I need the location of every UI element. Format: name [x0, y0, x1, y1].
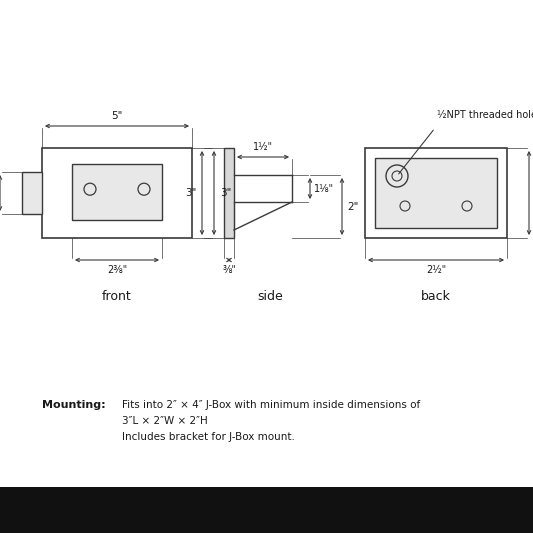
Text: 3": 3"	[220, 188, 231, 198]
Bar	[42, 148, 192, 238]
Text: 2⅜": 2⅜"	[107, 265, 127, 275]
Bar	[22, 172, 42, 214]
Text: 2½": 2½"	[426, 265, 446, 275]
Bar	[365, 148, 507, 238]
Text: back: back	[421, 290, 451, 303]
Text: Fits into 2″ × 4″ J-Box with minimum inside dimensions of: Fits into 2″ × 4″ J-Box with minimum ins…	[122, 400, 420, 410]
Text: 5": 5"	[111, 111, 123, 121]
Text: 3": 3"	[185, 188, 197, 198]
Text: ⅜": ⅜"	[222, 265, 236, 275]
Bar	[375, 158, 497, 228]
Text: 1⅛": 1⅛"	[314, 183, 334, 193]
Text: Includes bracket for J-Box mount.: Includes bracket for J-Box mount.	[122, 432, 295, 442]
Bar	[0, 487, 533, 533]
Text: 1½": 1½"	[253, 142, 273, 152]
Text: 3″L × 2″W × 2″H: 3″L × 2″W × 2″H	[122, 416, 208, 426]
Text: Mounting:: Mounting:	[42, 400, 106, 410]
Text: 2": 2"	[347, 201, 358, 212]
Bar	[72, 164, 162, 220]
Text: front: front	[102, 290, 132, 303]
Bar	[224, 148, 234, 238]
Text: ½NPT threaded hole: ½NPT threaded hole	[437, 110, 533, 120]
Text: side: side	[257, 290, 283, 303]
